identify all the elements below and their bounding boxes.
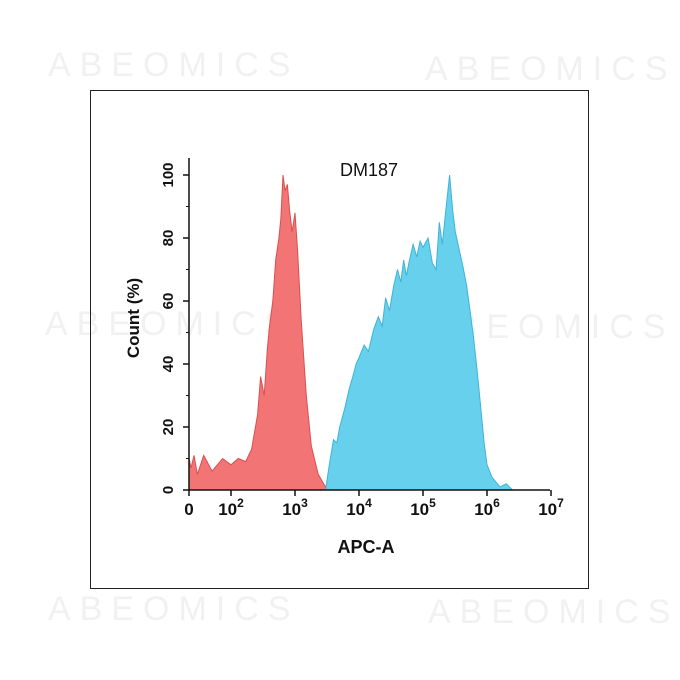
series-layer	[188, 174, 514, 491]
x-tick-label: 103	[282, 496, 308, 519]
histogram-series-2	[324, 174, 514, 491]
x-axis-label: APC-A	[338, 537, 395, 557]
chart-title: DM187	[340, 160, 398, 180]
watermark-bottom-left: ABEOMICS	[48, 590, 300, 628]
y-tick-label: 80	[160, 230, 177, 247]
y-tick-label: 60	[160, 293, 177, 310]
x-tick-label: 102	[218, 496, 244, 519]
x-ticks: 0 102 103 104 105 106 107	[184, 490, 564, 519]
x-tick-label: 106	[474, 496, 500, 519]
watermark-middle-left: ABEOMICS	[45, 305, 297, 343]
y-tick-label: 0	[160, 486, 177, 494]
figure-frame	[90, 90, 589, 589]
x-tick-label: 105	[410, 496, 436, 519]
histogram-series-1	[188, 174, 332, 491]
x-tick-label: 107	[538, 496, 564, 519]
watermark-top-left: ABEOMICS	[48, 46, 300, 84]
y-tick-label: 100	[160, 162, 177, 187]
y-axis-label: Count (%)	[124, 278, 143, 358]
x-tick-label: 0	[184, 500, 193, 519]
y-tick-label: 20	[160, 419, 177, 436]
watermark-bottom-right: ABEOMICS	[428, 593, 680, 631]
y-tick-label: 40	[160, 356, 177, 373]
y-ticks: 0 20 40 60 80 100	[160, 162, 189, 494]
watermark-top-right: ABEOMICS	[425, 50, 677, 88]
x-tick-label: 104	[346, 496, 372, 519]
